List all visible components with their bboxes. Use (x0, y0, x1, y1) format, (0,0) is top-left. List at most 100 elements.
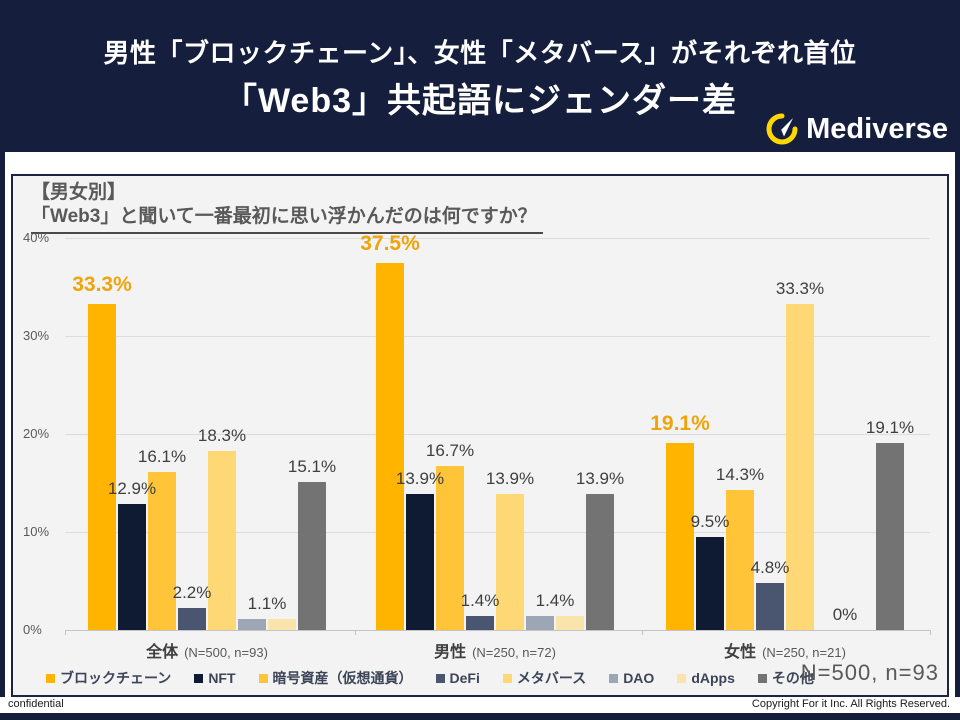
frame-bottom (0, 713, 960, 720)
bar-value-label: 18.3% (197, 425, 247, 445)
chart-heading: 【男女別】 「Web3」と聞いて一番最初に思い浮かんだのは何ですか？ (31, 181, 543, 234)
bar-ブロックチェーン (376, 262, 404, 630)
bar-メタバース (786, 303, 814, 630)
bar-暗号資産（仮想通貨） (436, 466, 464, 630)
chart-heading-line1: 【男女別】 (31, 182, 127, 203)
copyright-label: Copyright For it Inc. All Rights Reserve… (751, 698, 950, 710)
bar-value-label: 15.1% (287, 457, 337, 477)
bar-DAO (238, 619, 266, 630)
bar-その他 (586, 493, 614, 630)
bar-value-label: 14.3% (715, 464, 765, 484)
legend-label: dApps (691, 670, 735, 686)
y-axis-label: 0% (23, 622, 42, 637)
bar-DeFi (756, 582, 784, 630)
bar-ブロックチェーン (88, 303, 116, 630)
bar-value-label: 0% (832, 605, 858, 624)
bar-group-女性: 19.1% 9.5% 14.3% 4.8% 33.3% 0% 19.1% 女性 (N=250, … (650, 238, 914, 661)
bar-メタバース (496, 493, 524, 630)
bar-value-label: 1.4% (460, 591, 500, 611)
group-caption: 男性 (N=250, n=72) (376, 638, 614, 662)
footer: confidential Copyright For it Inc. All R… (0, 697, 960, 713)
brand-logo: Mediverse (765, 112, 948, 146)
bar-DeFi (466, 616, 494, 630)
bar-value-label: 1.1% (247, 594, 287, 614)
group-category: 男性 (434, 644, 467, 661)
x-axis-line (65, 630, 930, 631)
bar-DAO (526, 616, 554, 630)
legend-swatch (609, 673, 619, 683)
bar-暗号資産（仮想通貨） (726, 489, 754, 630)
chart-heading-line2: 「Web3」と聞いて一番最初に思い浮かんだのは何ですか？ (31, 205, 543, 234)
bar-group-男性: 37.5% 13.9% 16.7% 1.4% 13.9% 1.4% 13.9% 男性 (N=25… (360, 232, 624, 662)
gridline (65, 434, 930, 435)
legend-swatch (258, 673, 268, 683)
group-sample-note: (N=500, n=93) (184, 645, 268, 660)
confidential-label: confidential (8, 698, 64, 710)
bar-value-label: 4.8% (750, 557, 790, 577)
bar-value-label: 16.1% (137, 447, 187, 467)
legend-item-DAO: DAO (609, 670, 654, 686)
axis-tick (65, 630, 66, 635)
bar-dApps (556, 616, 584, 630)
bar-value-label: 1.4% (535, 591, 575, 611)
brand-name: Mediverse (806, 112, 948, 145)
bar-ブロックチェーン (666, 442, 694, 630)
sample-size-note: N=500, n=93 (800, 660, 939, 685)
bar-暗号資産（仮想通貨） (148, 472, 176, 630)
legend-item-DeFi: DeFi (435, 670, 480, 686)
legend-swatch (757, 673, 767, 683)
legend-item-dApps: dApps (677, 670, 735, 686)
bar-value-label: 37.5% (360, 231, 420, 255)
bar-value-label: 12.9% (107, 478, 157, 498)
frame-right (955, 152, 960, 720)
legend-item-メタバース: メタバース (502, 668, 587, 688)
bar-group-全体: 33.3% 12.9% 16.1% 2.2% 18.3% 1.1% 15.1% 全体 (N=50… (72, 238, 336, 661)
chart-panel: 【男女別】 「Web3」と聞いて一番最初に思い浮かんだのは何ですか？ 40% 30… (11, 174, 949, 697)
legend-swatch (194, 673, 204, 683)
bar-その他 (876, 442, 904, 630)
legend-label: NFT (208, 670, 236, 686)
bar-value-label: 33.3% (775, 278, 825, 298)
bar-メタバース (208, 450, 236, 630)
bar-value-label: 13.9% (575, 468, 625, 488)
header-title-line1: 男性「ブロックチェーン」、女性「メタバース」がそれぞれ首位 (103, 38, 857, 68)
group-sample-note: (N=250, n=21) (762, 645, 846, 660)
group-caption: 女性 (N=250, n=21) (666, 638, 904, 662)
bar-NFT (696, 536, 724, 630)
legend-item-NFT: NFT (194, 670, 236, 686)
legend-swatch (435, 673, 445, 683)
legend-label: DeFi (449, 670, 480, 686)
gridline (65, 238, 930, 239)
gridline (65, 336, 930, 337)
axis-tick (642, 630, 643, 635)
bar-value-label: 13.9% (485, 468, 535, 488)
group-sample-note: (N=250, n=72) (472, 645, 556, 660)
legend-item-ブロックチェーン: ブロックチェーン (46, 668, 171, 688)
legend-item-その他: その他 (757, 668, 814, 688)
bar-value-label: 13.9% (395, 468, 445, 488)
legend: ブロックチェーン NFT 暗号資産（仮想通貨） DeFi メタバース DAO dApps その… (46, 668, 814, 688)
header-title-line2: 「Web3」共起語にジェンダー差 (222, 82, 738, 120)
plot-area: 40% 30% 20% 10% 0% 33.3% 12.9% 16.1% 2.2% 18.3% 1.… (23, 230, 931, 662)
header: 男性「ブロックチェーン」、女性「メタバース」がそれぞれ首位 「Web3」共起語に… (0, 0, 960, 152)
bar-value-label: 16.7% (425, 441, 475, 461)
bar-その他 (298, 482, 326, 630)
group-caption: 全体 (N=500, n=93) (88, 638, 326, 662)
axis-tick (930, 630, 931, 635)
legend-label: DAO (623, 670, 655, 686)
legend-swatch (502, 673, 512, 683)
legend-label: 暗号資産（仮想通貨） (272, 670, 413, 686)
bar-value-label: 9.5% (690, 511, 730, 531)
group-category: 女性 (724, 644, 757, 661)
legend-label: メタバース (516, 670, 587, 686)
legend-label: その他 (771, 670, 814, 686)
legend-swatch (677, 673, 687, 683)
bar-DeFi (178, 608, 206, 630)
y-axis-label: 40% (23, 230, 50, 245)
bar-NFT (406, 493, 434, 630)
bar-value-label: 33.3% (72, 272, 132, 296)
frame-left (0, 152, 5, 720)
bar-dApps (268, 619, 296, 630)
group-category: 全体 (146, 644, 179, 661)
